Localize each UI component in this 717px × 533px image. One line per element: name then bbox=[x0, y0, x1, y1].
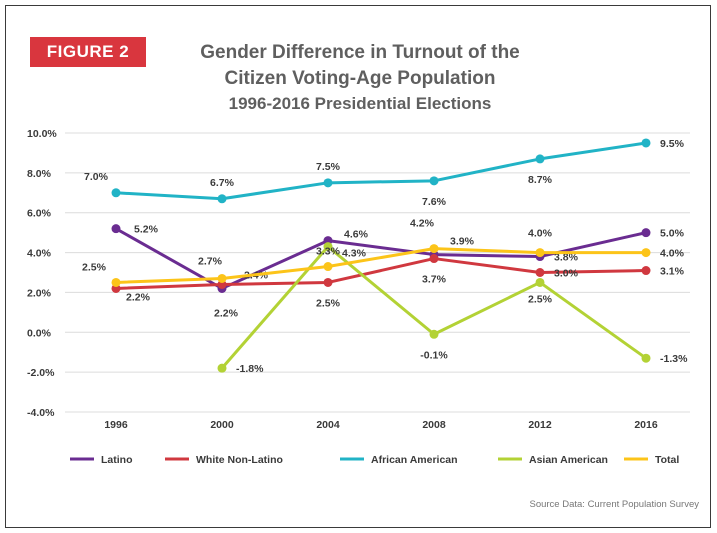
x-tick-label: 2016 bbox=[634, 419, 658, 431]
data-label: 4.3% bbox=[342, 248, 367, 260]
legend-label: Latino bbox=[101, 454, 133, 466]
chart-title-line-2: Citizen Voting-Age Population bbox=[224, 68, 496, 89]
data-point bbox=[535, 248, 545, 258]
data-point bbox=[217, 273, 227, 283]
y-tick-label: -4.0% bbox=[27, 407, 55, 419]
y-tick-label: 4.0% bbox=[27, 248, 52, 260]
y-tick-label: 10.0% bbox=[27, 128, 57, 140]
data-point bbox=[111, 188, 121, 198]
chart-title-line-1: Gender Difference in Turnout of the bbox=[200, 42, 520, 63]
data-label: 7.5% bbox=[316, 161, 341, 173]
data-label: 7.6% bbox=[422, 196, 447, 208]
y-tick-label: 8.0% bbox=[27, 168, 52, 180]
data-label: 3.1% bbox=[660, 266, 685, 278]
data-point bbox=[323, 178, 333, 188]
data-label: -1.8% bbox=[236, 363, 264, 375]
data-label: 7.0% bbox=[84, 171, 109, 183]
data-label: 3.0% bbox=[554, 268, 579, 280]
series-line-1 bbox=[115, 257, 647, 290]
data-point bbox=[641, 266, 651, 276]
data-label: 2.5% bbox=[316, 297, 341, 309]
data-label: 9.5% bbox=[660, 138, 685, 150]
data-label: 2.7% bbox=[198, 255, 223, 267]
data-point bbox=[535, 268, 545, 277]
legend-label: Total bbox=[655, 454, 679, 466]
data-label: 8.7% bbox=[528, 174, 553, 186]
x-tick-label: 2004 bbox=[316, 419, 340, 431]
x-tick-label: 2012 bbox=[528, 419, 552, 431]
y-tick-label: 0.0% bbox=[27, 327, 52, 339]
series-line-2 bbox=[115, 141, 647, 201]
data-point bbox=[111, 277, 121, 287]
data-label: -0.1% bbox=[420, 349, 448, 361]
data-point bbox=[429, 176, 439, 186]
data-label: 2.2% bbox=[126, 291, 151, 303]
source-note: Source Data: Current Population Survey bbox=[529, 499, 699, 510]
data-label: 4.6% bbox=[344, 229, 369, 241]
y-tick-label: 2.0% bbox=[27, 287, 52, 299]
data-point bbox=[429, 244, 439, 254]
y-tick-label: -2.0% bbox=[27, 367, 55, 379]
data-point bbox=[641, 228, 651, 238]
data-label: 2.5% bbox=[82, 261, 107, 273]
data-label: 4.0% bbox=[660, 248, 685, 260]
y-tick-label: 6.0% bbox=[27, 208, 52, 220]
data-point bbox=[535, 277, 545, 287]
figure-frame bbox=[5, 5, 711, 528]
chart-title-line-3: 1996-2016 Presidential Elections bbox=[228, 94, 492, 113]
data-label: 2.2% bbox=[214, 307, 239, 319]
legend-label: White Non-Latino bbox=[196, 454, 283, 466]
data-point bbox=[641, 353, 651, 363]
data-label: 3.3% bbox=[316, 246, 341, 258]
data-point bbox=[429, 329, 439, 339]
data-point bbox=[323, 262, 333, 272]
data-label: 3.7% bbox=[422, 274, 447, 286]
legend-label: Asian American bbox=[529, 454, 608, 466]
data-label: -1.3% bbox=[660, 353, 688, 365]
data-point bbox=[641, 248, 651, 258]
data-point bbox=[111, 224, 121, 234]
data-label: 4.2% bbox=[410, 218, 435, 230]
figure-badge: FIGURE 2 bbox=[30, 37, 146, 67]
legend-label: African American bbox=[371, 454, 458, 466]
x-tick-label: 1996 bbox=[104, 419, 128, 431]
data-label: 5.0% bbox=[660, 228, 685, 240]
data-point bbox=[323, 242, 333, 252]
data-point bbox=[535, 154, 545, 164]
data-point bbox=[323, 277, 333, 287]
x-tick-label: 2000 bbox=[210, 419, 234, 431]
data-point bbox=[217, 194, 227, 204]
data-label: 3.9% bbox=[450, 236, 475, 248]
series-line-4 bbox=[115, 247, 646, 284]
data-point bbox=[641, 138, 651, 148]
x-tick-label: 2008 bbox=[422, 419, 446, 431]
data-label: 4.0% bbox=[528, 228, 553, 240]
data-label: 6.7% bbox=[210, 177, 235, 189]
data-label: 2.5% bbox=[528, 293, 553, 305]
data-label: 3.8% bbox=[554, 252, 579, 264]
data-point bbox=[217, 363, 227, 373]
data-label: 5.2% bbox=[134, 224, 159, 236]
data-point bbox=[429, 254, 439, 264]
